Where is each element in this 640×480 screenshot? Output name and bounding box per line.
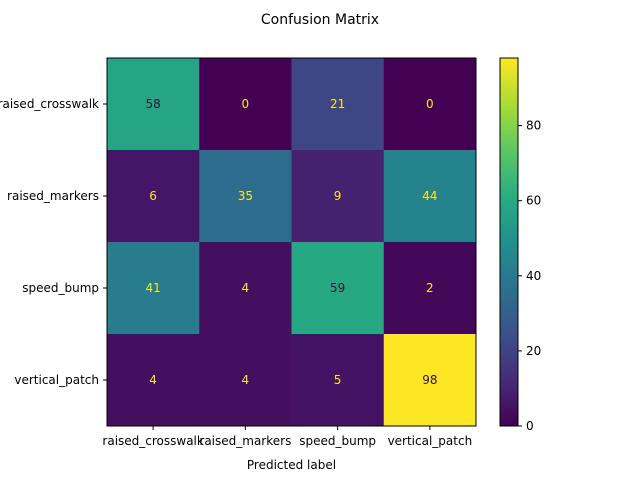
cell-value-label: 59 (330, 281, 345, 295)
heatmap-cell (383, 150, 477, 243)
cell-value-label: 0 (242, 97, 250, 111)
cell-value-label: 4 (242, 373, 250, 387)
colorbar-ticks: 0 20 40 60 80 (518, 119, 541, 433)
heatmap-cells (107, 58, 477, 427)
x-tick-label: raised_markers (199, 434, 291, 448)
heatmap-cell (107, 242, 200, 335)
y-tick-label: raised_crosswalk (0, 97, 99, 111)
x-tick-label: raised_crosswalk (102, 434, 203, 448)
heatmap-cell (291, 150, 385, 243)
y-tick-label: vertical_patch (14, 373, 99, 387)
heatmap-cell (199, 242, 292, 335)
colorbar-tick-label: 80 (526, 119, 541, 133)
x-tick-label: vertical_patch (388, 434, 473, 448)
cell-value-label: 0 (426, 97, 434, 111)
colorbar-tick-label: 0 (526, 419, 534, 433)
cell-value-label: 9 (334, 189, 342, 203)
cell-value-label: 44 (422, 189, 437, 203)
y-axis: raised_crosswalk raised_markers speed_bump… (0, 97, 107, 387)
cell-value-label: 2 (426, 281, 434, 295)
heatmap-cell (107, 334, 200, 427)
cell-value-label: 58 (145, 97, 160, 111)
cell-value-label: 98 (422, 373, 437, 387)
cell-value-label: 4 (149, 373, 157, 387)
colorbar-tick-label: 20 (526, 344, 541, 358)
cell-value-label: 6 (149, 189, 157, 203)
cell-value-label: 41 (145, 281, 160, 295)
heatmap-cell (383, 58, 477, 151)
heatmap-cell (291, 242, 385, 335)
heatmap-cell (291, 58, 385, 151)
heatmap-cell (107, 150, 200, 243)
heatmap-cell (107, 58, 200, 151)
cell-value-label: 4 (242, 281, 250, 295)
cell-value-label: 35 (238, 189, 253, 203)
colorbar-tick-label: 40 (526, 269, 541, 283)
cell-value-label: 5 (334, 373, 342, 387)
heatmap-cell (199, 58, 292, 151)
colorbar-tick-label: 60 (526, 194, 541, 208)
colorbar (499, 57, 519, 427)
y-tick-label: speed_bump (22, 281, 99, 295)
heatmap-cell (199, 150, 292, 243)
heatmap-cell (383, 334, 477, 427)
x-tick-label: speed_bump (299, 434, 376, 448)
heatmap-cell (291, 334, 385, 427)
heatmap-cell (383, 242, 477, 335)
cell-value-label: 21 (330, 97, 345, 111)
plot-frame (106, 57, 477, 427)
heatmap-cell (199, 334, 292, 427)
y-tick-label: raised_markers (7, 189, 99, 203)
x-axis-label: Predicted label (247, 458, 336, 472)
chart-title: Confusion Matrix (261, 12, 379, 28)
